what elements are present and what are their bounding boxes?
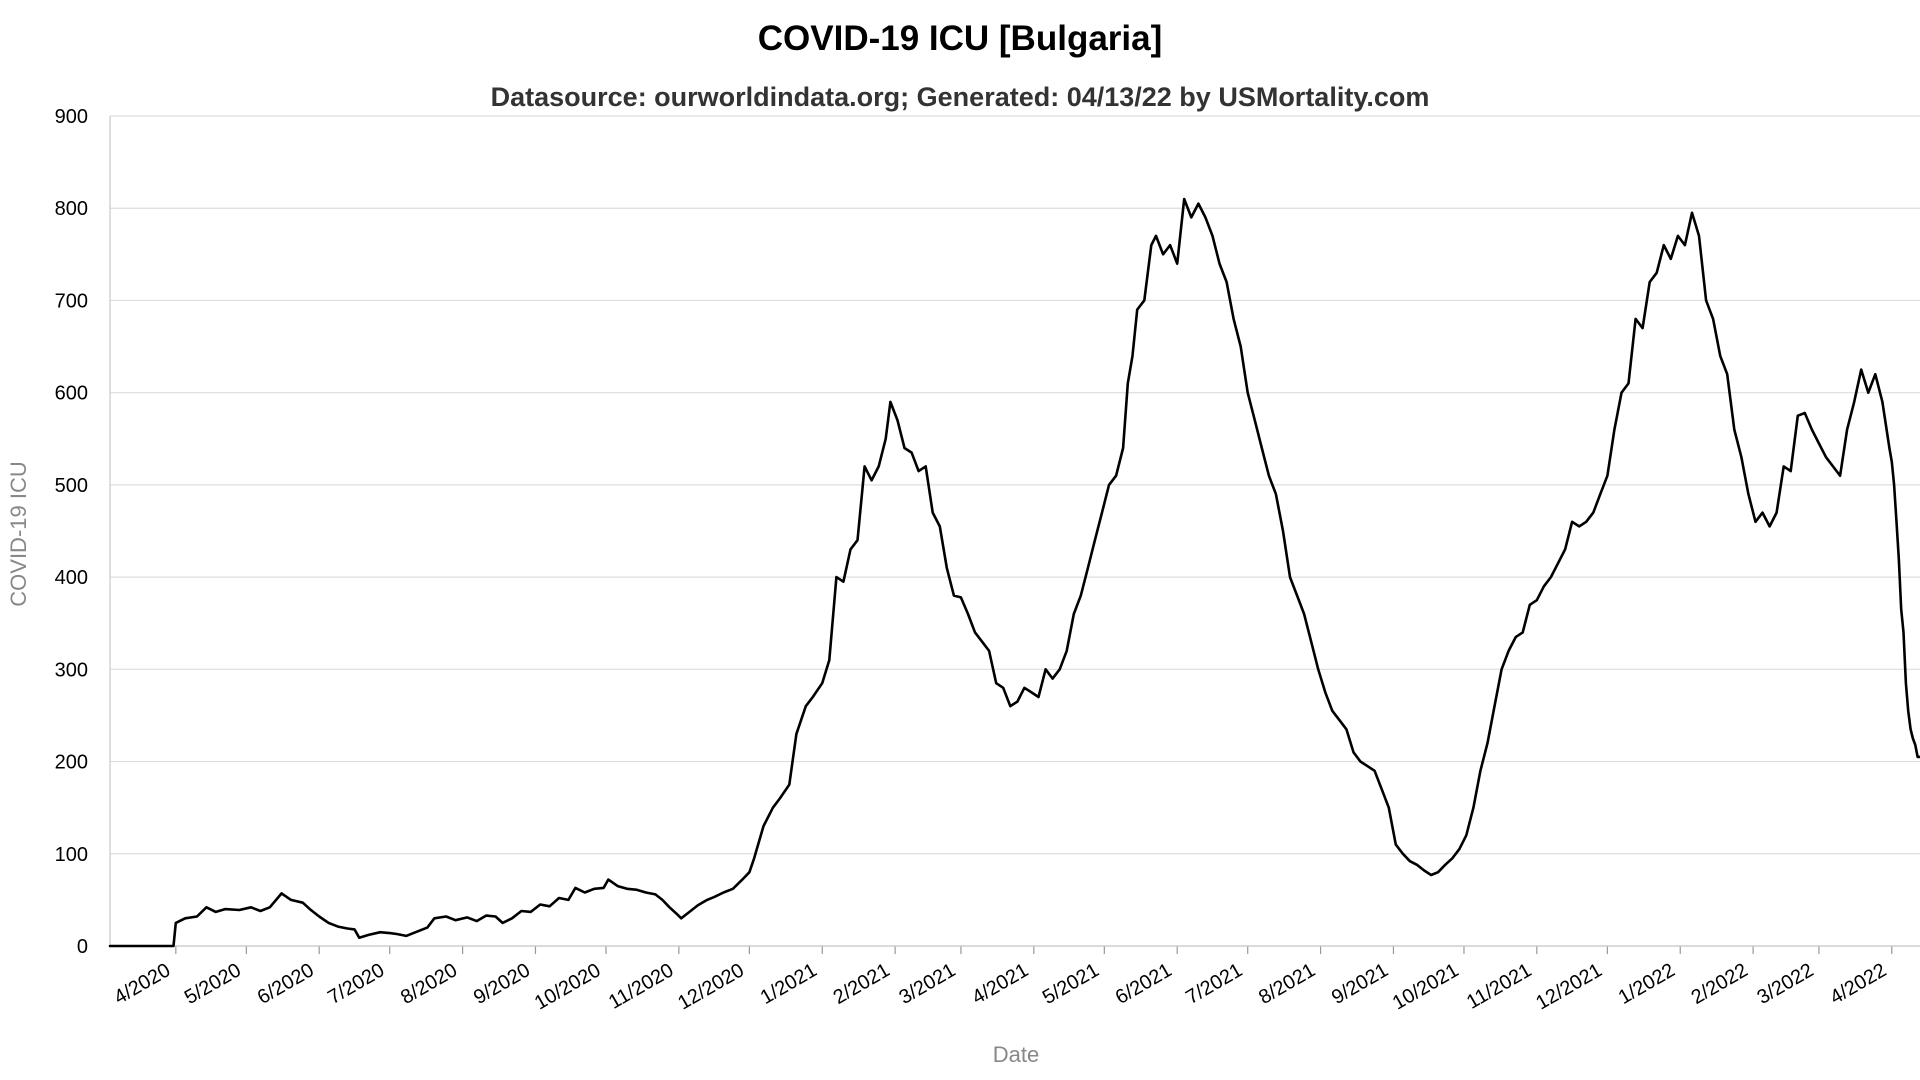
x-tick-label: 8/2021 xyxy=(1255,959,1319,1009)
x-tick-label: 10/2020 xyxy=(531,959,605,1014)
x-tick-label: 5/2020 xyxy=(181,959,245,1009)
x-tick-label: 4/2022 xyxy=(1826,959,1890,1009)
x-tick-label: 3/2022 xyxy=(1753,959,1817,1009)
x-tick-label: 5/2021 xyxy=(1039,959,1103,1009)
y-tick-label: 400 xyxy=(55,567,88,589)
y-axis-title: COVID-19 ICU xyxy=(6,461,31,606)
y-tick-label: 900 xyxy=(55,106,88,128)
y-tick-label: 700 xyxy=(55,290,88,312)
x-tick-label: 10/2021 xyxy=(1389,959,1463,1014)
x-tick-label: 8/2020 xyxy=(397,959,461,1009)
y-tick-label: 600 xyxy=(55,383,88,405)
x-tick-label: 6/2020 xyxy=(254,959,318,1009)
y-tick-label: 500 xyxy=(55,475,88,497)
x-tick-label: 9/2020 xyxy=(470,959,534,1009)
x-tick-label: 1/2022 xyxy=(1615,959,1679,1009)
x-tick-label: 11/2020 xyxy=(605,959,677,1013)
x-tick-label: 2/2021 xyxy=(830,959,894,1009)
x-tick-label: 6/2021 xyxy=(1112,959,1176,1009)
x-tick-label: 1/2021 xyxy=(757,959,821,1009)
y-tick-label: 100 xyxy=(55,844,88,866)
x-tick-label: 4/2020 xyxy=(110,959,174,1009)
chart-title: COVID-19 ICU [Bulgaria] xyxy=(758,19,1163,58)
x-tick-label: 4/2021 xyxy=(968,959,1032,1009)
x-tick-label: 7/2021 xyxy=(1182,959,1246,1009)
x-tick-label: 7/2020 xyxy=(324,959,388,1009)
x-axis-title: Date xyxy=(993,1042,1039,1067)
x-tick-label: 12/2021 xyxy=(1532,959,1606,1014)
chart-subtitle: Datasource: ourworldindata.org; Generate… xyxy=(491,82,1430,112)
x-tick-label: 3/2021 xyxy=(895,959,959,1009)
y-tick-label: 300 xyxy=(55,659,88,681)
y-axis-ticks: 0 100 200 300 400 500 600 700 800 900 xyxy=(55,106,88,958)
series-line-icu xyxy=(108,197,1920,948)
x-tick-label: 2/2022 xyxy=(1688,959,1752,1009)
x-axis-ticks: 4/2020 5/2020 6/2020 7/2020 8/2020 9/202010/2… xyxy=(110,946,1893,1014)
x-tick-label: 11/2021 xyxy=(1463,959,1535,1013)
series-layer xyxy=(108,197,1920,948)
x-tick-label: 12/2020 xyxy=(674,959,748,1014)
y-tick-label: 800 xyxy=(55,198,88,220)
x-tick-label: 9/2021 xyxy=(1328,959,1392,1009)
y-tick-label: 0 xyxy=(77,936,88,958)
grid-lines xyxy=(110,115,1920,947)
y-tick-label: 200 xyxy=(55,752,88,774)
